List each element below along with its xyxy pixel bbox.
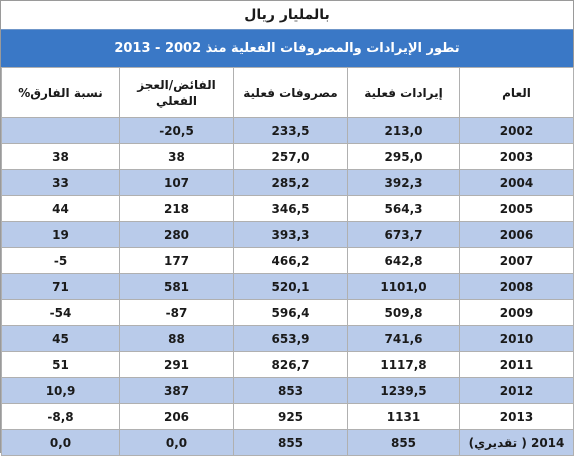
cell-year: 2011	[459, 351, 574, 378]
table-row: 2014 ( تقديري) 855 855 0,0 0,0	[1, 429, 574, 456]
cell-percent: 38	[1, 143, 120, 170]
cell-revenue: 213,0	[347, 117, 460, 144]
cell-year: 2002	[459, 117, 574, 144]
cell-percent: 10,9	[1, 377, 120, 404]
cell-surplus: 291	[119, 351, 234, 378]
table-row: 2005 564,3 346,5 218 44	[1, 195, 574, 222]
cell-revenue: 642,8	[347, 247, 460, 274]
cell-expenses: 853	[233, 377, 348, 404]
cell-year: 2009	[459, 299, 574, 326]
data-table: العام إيرادات فعلية مصروفات فعلية الفائض…	[1, 67, 574, 456]
cell-percent: 51	[1, 351, 120, 378]
cell-expenses: 925	[233, 403, 348, 430]
table-row: 2003 295,0 257,0 38 38	[1, 143, 574, 170]
header-actual-revenue: إيرادات فعلية	[347, 67, 460, 118]
cell-surplus: 38	[119, 143, 234, 170]
table-row: 2002 213,0 233,5 20,5-	[1, 117, 574, 144]
cell-year: 2007	[459, 247, 574, 274]
cell-surplus: 87-	[119, 299, 234, 326]
cell-surplus: 177	[119, 247, 234, 274]
cell-percent: 44	[1, 195, 120, 222]
table-row: 2006 673,7 393,3 280 19	[1, 221, 574, 248]
cell-percent: 71	[1, 273, 120, 300]
cell-percent: 33	[1, 169, 120, 196]
table-row: 2013 1131 925 206 8,8-	[1, 403, 574, 430]
cell-percent: 54-	[1, 299, 120, 326]
table-row: 2009 509,8 596,4 87- 54-	[1, 299, 574, 326]
header-actual-expenses: مصروفات فعلية	[233, 67, 348, 118]
cell-year: 2013	[459, 403, 574, 430]
cell-year: 2008	[459, 273, 574, 300]
cell-expenses: 520,1	[233, 273, 348, 300]
cell-revenue: 673,7	[347, 221, 460, 248]
cell-revenue: 509,8	[347, 299, 460, 326]
cell-surplus: 20,5-	[119, 117, 234, 144]
table-row: 2010 741,6 653,9 88 45	[1, 325, 574, 352]
table-row: 2004 392,3 285,2 107 33	[1, 169, 574, 196]
cell-revenue: 855	[347, 429, 460, 456]
cell-revenue: 295,0	[347, 143, 460, 170]
cell-surplus: 88	[119, 325, 234, 352]
cell-surplus: 107	[119, 169, 234, 196]
cell-revenue: 1117,8	[347, 351, 460, 378]
cell-expenses: 233,5	[233, 117, 348, 144]
cell-surplus: 0,0	[119, 429, 234, 456]
cell-year: 2010	[459, 325, 574, 352]
cell-surplus: 581	[119, 273, 234, 300]
cell-percent: 5-	[1, 247, 120, 274]
cell-surplus: 218	[119, 195, 234, 222]
cell-expenses: 596,4	[233, 299, 348, 326]
table-row: 2008 1101,0 520,1 581 71	[1, 273, 574, 300]
cell-year: 2006	[459, 221, 574, 248]
cell-expenses: 826,7	[233, 351, 348, 378]
header-year: العام	[459, 67, 574, 118]
cell-revenue: 1101,0	[347, 273, 460, 300]
cell-year: 2014 ( تقديري)	[459, 429, 574, 456]
cell-expenses: 285,2	[233, 169, 348, 196]
table-row: 2007 642,8 466,2 177 5-	[1, 247, 574, 274]
cell-percent: 0,0	[1, 429, 120, 456]
table-row: 2012 1239,5 853 387 10,9	[1, 377, 574, 404]
cell-surplus: 280	[119, 221, 234, 248]
cell-revenue: 564,3	[347, 195, 460, 222]
header-difference-percent: نسبة الفارق%	[1, 67, 120, 118]
cell-surplus: 206	[119, 403, 234, 430]
cell-year: 2003	[459, 143, 574, 170]
cell-expenses: 653,9	[233, 325, 348, 352]
cell-revenue: 1239,5	[347, 377, 460, 404]
cell-revenue: 741,6	[347, 325, 460, 352]
cell-year: 2005	[459, 195, 574, 222]
unit-label: بالمليار ريال	[1, 1, 573, 29]
cell-percent: 45	[1, 325, 120, 352]
cell-revenue: 1131	[347, 403, 460, 430]
cell-percent: 8,8-	[1, 403, 120, 430]
cell-percent	[1, 117, 120, 144]
table-row: 2011 1117,8 826,7 291 51	[1, 351, 574, 378]
cell-expenses: 466,2	[233, 247, 348, 274]
header-row: العام إيرادات فعلية مصروفات فعلية الفائض…	[1, 67, 574, 118]
cell-expenses: 855	[233, 429, 348, 456]
cell-surplus: 387	[119, 377, 234, 404]
cell-revenue: 392,3	[347, 169, 460, 196]
header-surplus-deficit: الفائض/العجز الفعلي	[119, 67, 234, 118]
table-title: تطور الإيرادات والمصروفات الفعلية منذ 20…	[1, 29, 573, 68]
cell-expenses: 346,5	[233, 195, 348, 222]
cell-year: 2012	[459, 377, 574, 404]
cell-percent: 19	[1, 221, 120, 248]
cell-expenses: 393,3	[233, 221, 348, 248]
cell-expenses: 257,0	[233, 143, 348, 170]
cell-year: 2004	[459, 169, 574, 196]
